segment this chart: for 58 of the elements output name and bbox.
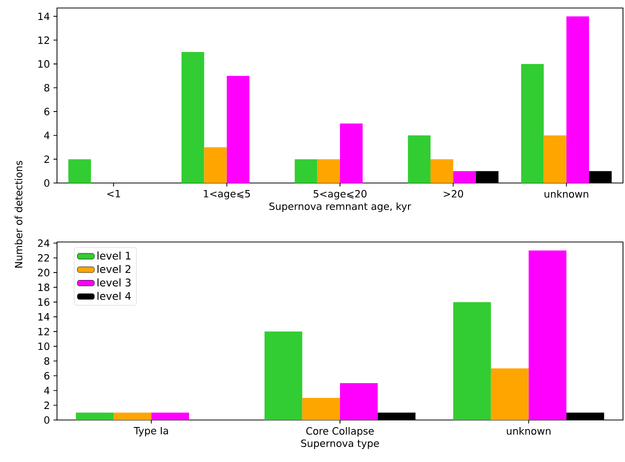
- y-axis-title: Number of detections: [14, 160, 22, 268]
- x-tick-label: Core Collapse: [306, 427, 374, 437]
- x-tick-label: 5<age⩽20: [314, 190, 366, 200]
- x-axis-title: Supernova type: [301, 439, 379, 449]
- x-tick-label: <1: [107, 190, 120, 198]
- y-tick-label: 14: [38, 313, 50, 320]
- y-tick-label: 10: [38, 60, 50, 68]
- y-tick-label: 12: [38, 328, 49, 336]
- x-axis-title: Supernova remnant age, kyr: [269, 202, 412, 212]
- x-tick-label: unknown: [544, 190, 588, 198]
- bar: [182, 52, 204, 183]
- y-tick-label: 14: [38, 12, 50, 20]
- bar: [264, 332, 302, 420]
- x-tick-label: Type Ia: [134, 427, 168, 436]
- bar: [566, 16, 590, 183]
- bar: [340, 383, 378, 420]
- bar: [544, 135, 566, 183]
- y-tick-label: 0: [44, 179, 50, 187]
- bar: [490, 368, 529, 420]
- y-tick-label: 8: [44, 84, 50, 92]
- bar: [408, 135, 431, 183]
- y-tick-label: 2: [44, 155, 49, 163]
- y-tick-label: 24: [38, 239, 50, 247]
- y-tick-label: 10: [38, 342, 50, 350]
- bar: [114, 412, 152, 420]
- legend-label: level 3: [98, 278, 131, 286]
- bar: [528, 250, 566, 420]
- y-tick-label: 4: [44, 386, 50, 394]
- y-tick-label: 0: [44, 416, 50, 424]
- bar: [302, 398, 340, 420]
- bar: [521, 64, 544, 183]
- bar: [453, 302, 491, 420]
- bar: [317, 159, 340, 183]
- bar: [68, 159, 91, 183]
- y-tick-label: 18: [38, 284, 50, 292]
- bar: [226, 76, 250, 183]
- y-tick-label: 4: [44, 132, 50, 140]
- x-tick-label: unknown: [506, 427, 550, 435]
- bar: [151, 412, 190, 420]
- y-tick-label: 16: [38, 298, 50, 306]
- legend-label: level 4: [98, 292, 131, 300]
- legend-label: level 2: [98, 264, 130, 274]
- bar: [340, 123, 363, 183]
- y-tick-label: 22: [38, 254, 49, 262]
- y-tick-label: 12: [38, 36, 49, 44]
- y-tick-label: 8: [44, 357, 50, 365]
- x-tick-label: 1<age⩽5: [204, 190, 250, 200]
- bar: [430, 159, 454, 183]
- y-tick-label: 2: [44, 402, 49, 409]
- y-tick-label: 6: [44, 108, 50, 116]
- bar: [453, 171, 476, 183]
- bar: [294, 159, 318, 183]
- y-tick-label: 20: [38, 268, 50, 276]
- bar: [204, 147, 227, 183]
- y-tick-label: 6: [44, 372, 50, 380]
- bar: [76, 412, 114, 420]
- x-tick-label: >20: [444, 190, 464, 198]
- legend-label: level 1: [98, 252, 130, 260]
